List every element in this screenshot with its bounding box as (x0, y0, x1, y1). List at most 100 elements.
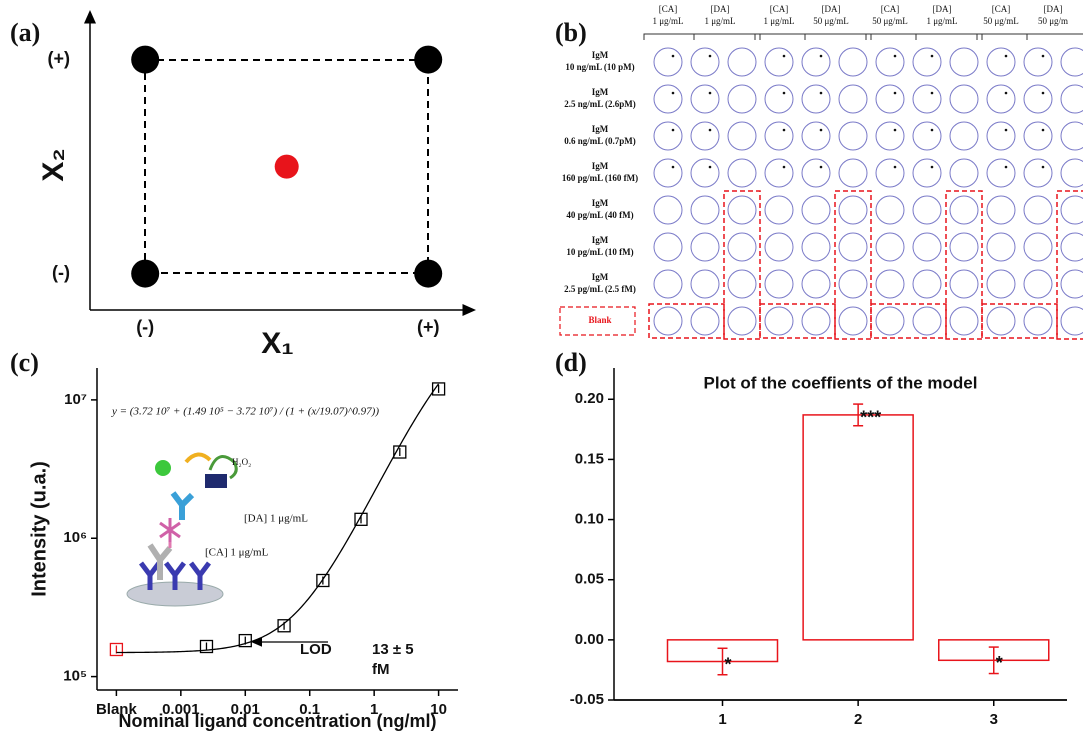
well-dot (782, 54, 786, 58)
significance: * (996, 653, 1003, 673)
well (838, 232, 868, 262)
panel-label: (b) (555, 18, 587, 47)
well (727, 158, 757, 188)
well (986, 84, 1016, 114)
well-dot (893, 91, 897, 95)
well-dot (1004, 128, 1008, 132)
well (690, 47, 720, 77)
highlight-box (834, 190, 872, 340)
well (1060, 47, 1083, 77)
point (238, 633, 252, 648)
well-dot (1041, 165, 1045, 169)
ca-antibody (147, 543, 173, 580)
well-dot (819, 128, 823, 132)
x-tick-label: 1 (718, 711, 726, 728)
y-tick-label: 0.00 (575, 631, 604, 648)
well (690, 121, 720, 151)
well (801, 306, 831, 336)
well (801, 269, 831, 299)
row-label: 10 ng/mL (10 pM) (565, 62, 634, 72)
bracket (754, 33, 806, 40)
column-header: [CA] (659, 4, 678, 14)
well (690, 269, 720, 299)
illustration-label: H₂O₂ (232, 457, 251, 467)
well (986, 195, 1016, 225)
bracket (804, 33, 872, 40)
well (986, 121, 1016, 151)
y-tick-label: 10⁵ (63, 668, 87, 685)
column-header: 1 μg/mL (704, 16, 735, 26)
chart-title: Plot of the coeffients of the model (704, 373, 978, 392)
highlight-box (559, 306, 636, 336)
well (764, 269, 794, 299)
well (1023, 269, 1053, 299)
x-tick-label: 0.001 (162, 701, 200, 718)
well-dot (671, 165, 675, 169)
row-label: IgM (592, 198, 609, 208)
well (986, 47, 1016, 77)
well (949, 84, 979, 114)
well (912, 195, 942, 225)
well-dot (1004, 91, 1008, 95)
well (690, 84, 720, 114)
well (690, 306, 720, 336)
row-label: IgM (592, 124, 609, 134)
row-label: 0.6 ng/mL (0.7pM) (564, 136, 636, 146)
row-label: IgM (592, 50, 609, 60)
x-tick-label: (-) (136, 317, 154, 337)
well (690, 232, 720, 262)
significance: *** (860, 408, 881, 428)
column-header: 1 μg/mL (763, 16, 794, 26)
well (838, 195, 868, 225)
point (431, 382, 446, 396)
well (764, 195, 794, 225)
column-header: 50 μg/mL (813, 16, 849, 26)
column-header: [DA] (822, 4, 841, 14)
x-tick-label: 3 (990, 711, 998, 728)
panel-label: (a) (10, 18, 40, 47)
well (653, 232, 683, 262)
igm (159, 518, 181, 542)
column-header: [CA] (992, 4, 1011, 14)
well-dot (893, 128, 897, 132)
well (875, 47, 905, 77)
well (727, 195, 757, 225)
well (1023, 84, 1053, 114)
well (1060, 121, 1083, 151)
bracket (643, 33, 695, 40)
y-tick-label: 10⁶ (63, 529, 87, 546)
well (1023, 121, 1053, 151)
y-tick-label: (+) (48, 48, 71, 68)
well (801, 121, 831, 151)
well (727, 121, 757, 151)
well-dot (893, 54, 897, 58)
enzyme (208, 455, 238, 480)
y-axis-title: Intensity (u.a.) (28, 461, 50, 597)
well (912, 232, 942, 262)
column-header: [DA] (933, 4, 952, 14)
well-dot (671, 54, 675, 58)
lod-label: LOD (300, 641, 332, 658)
well-dot (819, 165, 823, 169)
well (875, 195, 905, 225)
bracket (693, 33, 761, 40)
well (912, 158, 942, 188)
point (199, 639, 214, 654)
point (131, 45, 160, 74)
y-tick-label: 0.10 (575, 511, 604, 528)
well-dot (782, 165, 786, 169)
well-dot (930, 128, 934, 132)
well (838, 269, 868, 299)
well (875, 306, 905, 336)
row-label: 2.5 ng/mL (2.6pM) (564, 99, 636, 109)
column-header: [CA] (770, 4, 789, 14)
well (727, 269, 757, 299)
well (838, 158, 868, 188)
well (986, 158, 1016, 188)
illustration (126, 452, 238, 607)
point (274, 154, 299, 179)
well (653, 47, 683, 77)
well (875, 232, 905, 262)
y-tick-label: (-) (52, 262, 70, 282)
